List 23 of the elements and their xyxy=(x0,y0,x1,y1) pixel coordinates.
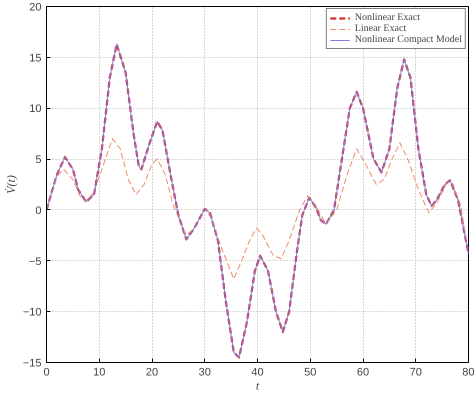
y-axis-title: V̇(t) xyxy=(4,175,18,194)
legend-label: Nonlinear Exact xyxy=(354,12,420,23)
y-tick-label: −5 xyxy=(28,256,42,268)
legend-label: Linear Exact xyxy=(354,23,406,34)
y-tick-label: 5 xyxy=(35,154,42,166)
y-tick-label: 20 xyxy=(29,2,42,14)
x-tick-label: 40 xyxy=(251,366,264,378)
y-tick-label: 0 xyxy=(35,204,42,217)
y-tick-label: −15 xyxy=(22,358,42,370)
x-tick-label: 10 xyxy=(93,366,106,378)
x-tick-label: 70 xyxy=(410,366,422,378)
x-tick-label: 0 xyxy=(43,366,50,378)
x-tick-label: 50 xyxy=(304,366,316,378)
x-tick-label: 80 xyxy=(462,366,474,378)
y-tick-label: 15 xyxy=(29,52,42,64)
line-series xyxy=(46,138,468,280)
legend-label: Nonlinear Compact Model xyxy=(354,34,462,45)
x-tick-label: 20 xyxy=(146,366,158,378)
y-tick-label: −10 xyxy=(22,306,42,319)
x-tick-label: 30 xyxy=(198,366,211,378)
x-tick-label: 60 xyxy=(356,366,370,378)
y-tick-label: 10 xyxy=(29,103,42,116)
x-axis-title: t xyxy=(256,378,260,392)
